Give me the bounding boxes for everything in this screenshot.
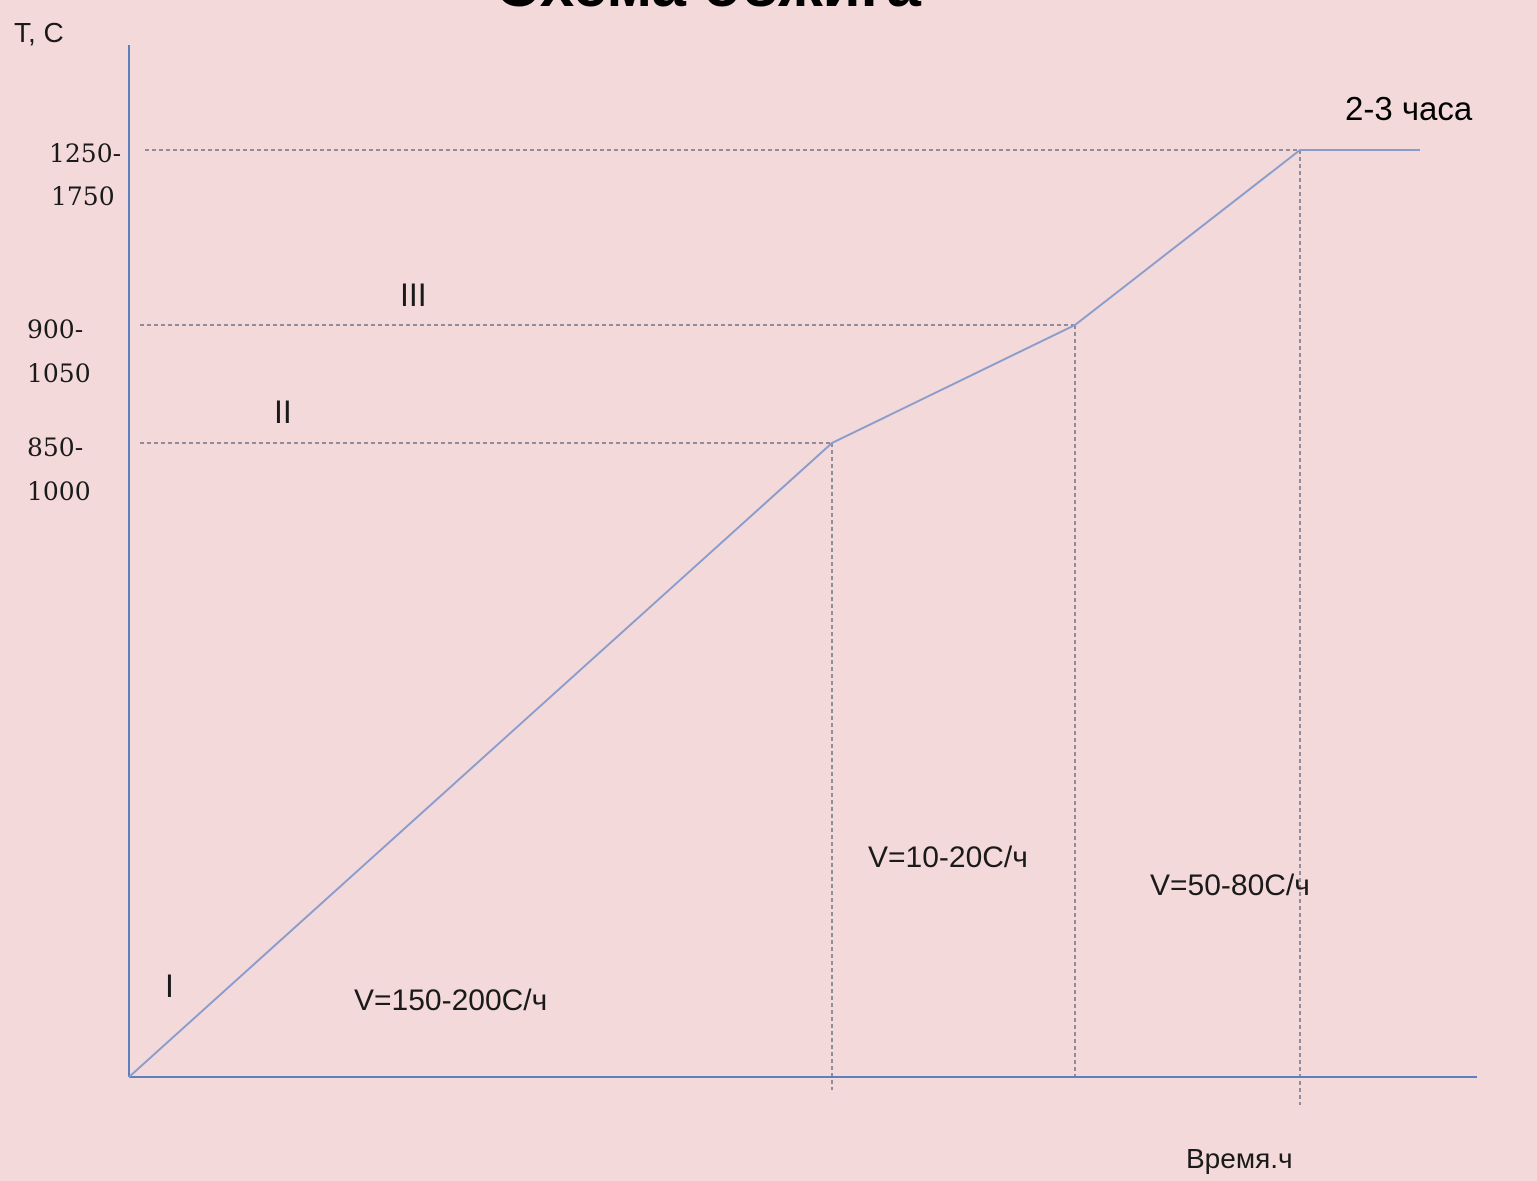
chart-title: Схема обжига <box>495 0 921 20</box>
y-tick-label-low-line1: 850- <box>27 433 83 462</box>
guide-lines <box>140 149 1301 1105</box>
firing-curve <box>128 149 1420 1078</box>
stage-label-1: I <box>165 968 174 1004</box>
rate-label-stage-2: V=10-20С/ч <box>868 841 1028 874</box>
y-axis-title: Т, С <box>14 17 64 48</box>
y-tick-label-mid-line2: 1050 <box>27 359 91 388</box>
rate-label-stage-3: V=50-80С/ч <box>1150 869 1310 902</box>
y-tick-label-mid-line1: 900- <box>27 315 83 344</box>
stage-label-3: III <box>400 277 427 313</box>
y-tick-label-low-line2: 1000 <box>27 477 91 506</box>
rate-label-stage-1: V=150-200С/ч <box>354 984 547 1017</box>
stage-label-2: II <box>274 394 292 430</box>
hold-duration-label: 2-3 часа <box>1345 90 1473 127</box>
y-tick-label-top-line1: 1250- <box>49 139 121 168</box>
x-axis-title: Время.ч <box>1186 1143 1293 1174</box>
y-tick-label-top-line2: 1750 <box>51 182 115 211</box>
